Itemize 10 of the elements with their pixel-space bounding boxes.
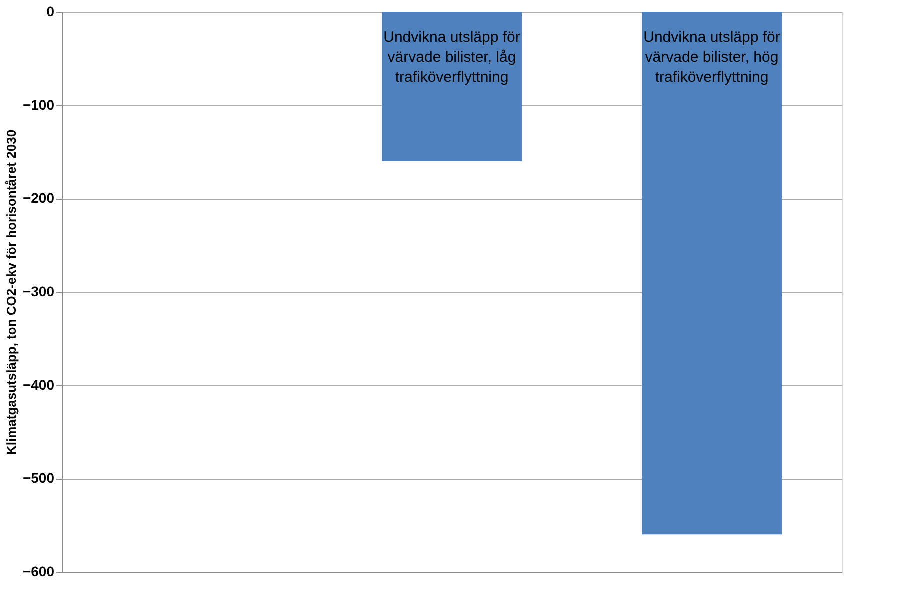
x-tick-label: Undvikna utsläpp för värvade bilister, hög trafiköverflyttning — [644, 29, 780, 86]
y-tick-label: −400 — [22, 376, 55, 393]
y-tick-label: 0 — [46, 4, 55, 20]
y-tick-label: −200 — [22, 190, 55, 206]
y-tick-label: −100 — [22, 96, 55, 113]
x-tick-label: Undvikna utsläpp för värvade bilister, låg trafiköverflyttning — [384, 29, 520, 86]
y-tick-label: −300 — [22, 284, 55, 300]
y-tick-label: −500 — [22, 470, 55, 486]
y-axis-title: Klimatgasutsläpp, ton CO2-ekv för horisontåret 2030 — [4, 130, 19, 456]
y-tick-label: −600 — [22, 564, 55, 580]
